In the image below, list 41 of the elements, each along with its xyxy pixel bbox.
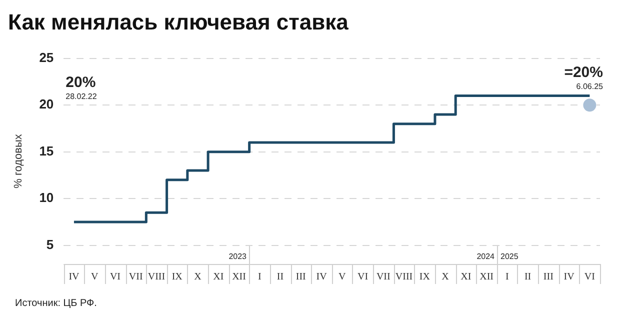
x-tick-label: VIII bbox=[148, 272, 166, 283]
x-tick-label: XI bbox=[460, 272, 472, 283]
x-tick-label: II bbox=[276, 272, 284, 283]
annotation: 28.02.22 bbox=[66, 92, 98, 101]
y-tick-label: 20 bbox=[39, 96, 54, 112]
y-tick-label: 5 bbox=[46, 236, 54, 252]
x-tick-label: III bbox=[296, 272, 306, 283]
annotation: 2023 bbox=[228, 252, 248, 261]
x-tick-label: I bbox=[258, 272, 262, 283]
annotation: 6.06.25 bbox=[576, 82, 604, 91]
x-tick-label: IX bbox=[419, 272, 431, 283]
x-tick-label: VI bbox=[110, 272, 121, 283]
x-tick-label: IV bbox=[564, 272, 576, 283]
y-tick-label: 25 bbox=[39, 50, 54, 65]
x-tick-label: VII bbox=[128, 272, 143, 283]
x-tick-label: XII bbox=[232, 272, 246, 283]
x-tick-label: VIII bbox=[395, 272, 413, 283]
annotation: 2025 bbox=[500, 252, 519, 261]
x-tick-label: V bbox=[90, 272, 99, 283]
x-tick-label: V bbox=[338, 272, 347, 283]
x-tick-label: IX bbox=[172, 272, 184, 283]
x-tick-label: VI bbox=[584, 272, 595, 283]
x-tick-label: III bbox=[543, 272, 554, 283]
text: Источник: ЦБ РФ. bbox=[15, 298, 97, 309]
x-tick-label: VI bbox=[357, 272, 368, 283]
x-tick-label: IV bbox=[68, 272, 80, 283]
y-axis-title: % годовых bbox=[12, 134, 25, 188]
x-tick-label: XI bbox=[213, 272, 224, 283]
x-tick-label: IV bbox=[316, 272, 328, 283]
y-tick-label: 10 bbox=[39, 190, 54, 206]
x-tick-label: X bbox=[442, 272, 450, 283]
chart-title: Как менялась ключевая ставка bbox=[8, 9, 350, 34]
x-tick-label: VII bbox=[376, 272, 390, 283]
x-tick-label: I bbox=[506, 272, 509, 283]
x-tick-label: XII bbox=[480, 272, 494, 283]
annotation: 20% bbox=[66, 74, 96, 91]
y-tick-label: 15 bbox=[39, 143, 54, 158]
x-tick-label: II bbox=[524, 272, 532, 283]
annotation: 2024 bbox=[476, 252, 496, 261]
x-tick-label: X bbox=[194, 272, 202, 283]
annotation: =20% bbox=[564, 64, 603, 81]
